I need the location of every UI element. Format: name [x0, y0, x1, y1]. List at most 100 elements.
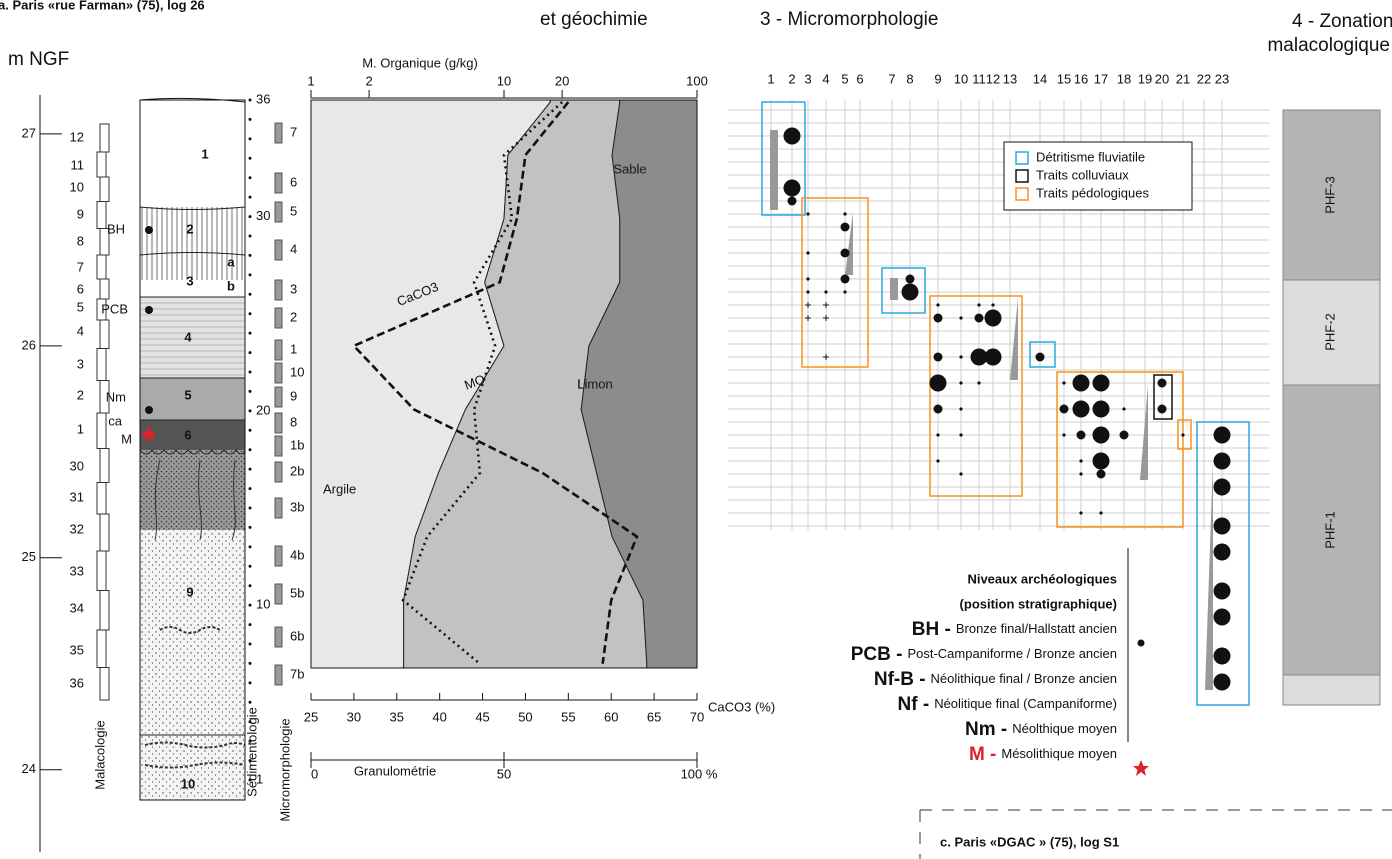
- malacology-sample: [96, 201, 107, 229]
- malacology-sample: [96, 629, 107, 668]
- micromorph-sample: [274, 386, 283, 408]
- sed-sample-dot: [248, 545, 252, 549]
- malacology-label: 36: [70, 675, 84, 690]
- sed-sample-dot: [248, 292, 252, 296]
- sublayer-label: a: [227, 254, 235, 269]
- micromorph-sample: [274, 412, 283, 434]
- depth-tick-label: 25: [22, 549, 36, 564]
- sed-sample-dot: [248, 351, 252, 355]
- layer-boundary: [139, 206, 246, 736]
- sed-sample-dot: [248, 584, 252, 588]
- profile-line: [351, 101, 639, 664]
- column-number: 2: [788, 71, 795, 86]
- level-code: M -: [969, 744, 996, 765]
- legend-label: Traits colluviaux: [1036, 167, 1129, 182]
- layer: [140, 255, 245, 280]
- level-entry: Nf - Néolitique final (Campaniforme): [898, 694, 1117, 715]
- section-title: et géochimie: [540, 9, 648, 30]
- sed-sample-dot: [248, 448, 252, 452]
- micromorph-sample: [274, 172, 283, 194]
- abundance-dot: [1059, 404, 1069, 414]
- micromorph-label: 10: [290, 364, 304, 379]
- abundance-dot: [806, 277, 810, 281]
- level-label: Néolitique final (Campaniforme): [934, 696, 1117, 711]
- column-number: 17: [1094, 71, 1108, 86]
- archaeo-marker: [145, 406, 153, 414]
- abundance-dot: [959, 316, 963, 320]
- tick-label: 20: [555, 73, 569, 88]
- sed-sample-dot: [248, 525, 252, 529]
- abundance-dot: [929, 374, 947, 392]
- depth-tick-label: 24: [22, 761, 36, 776]
- sed-sample-dot: [248, 137, 252, 141]
- sed-sample-dot: [248, 700, 252, 704]
- abundance-dot: [933, 352, 943, 362]
- abundance-dot: [901, 283, 919, 301]
- micromorph-label: 5b: [290, 585, 304, 600]
- tick-label: 50: [497, 766, 511, 781]
- tick-label: 60: [604, 709, 618, 724]
- abundance-dot: [1213, 517, 1231, 535]
- malacology-label: 35: [70, 642, 84, 657]
- abundance-dot: [933, 404, 943, 414]
- abundance-dot: [1092, 400, 1110, 418]
- layer-label: 5: [184, 387, 191, 402]
- micromorph-label: 3b: [290, 499, 304, 514]
- column-label: Malacologie: [92, 720, 107, 789]
- crack: [154, 459, 236, 541]
- level-label: Néolthique moyen: [1012, 721, 1117, 736]
- micromorph-label: 9: [290, 388, 297, 403]
- trend-wedge: [1205, 460, 1213, 690]
- zone-label: PHF-3: [1322, 176, 1337, 214]
- abundance-mark: [805, 315, 811, 321]
- malacology-sample: [99, 123, 110, 153]
- levels-title: Niveaux archéologiques: [967, 571, 1117, 586]
- abundance-dot: [806, 212, 810, 216]
- malacology-sample: [96, 550, 107, 591]
- group-box: [929, 295, 1023, 497]
- level-label: Bronze final/Hallstatt ancien: [956, 621, 1117, 636]
- archaeo-label: M: [121, 431, 132, 446]
- layer-label: 10: [181, 776, 195, 791]
- series-label: Argile: [323, 481, 356, 496]
- sed-sample-dot: [248, 156, 252, 160]
- sed-sample-dot: [248, 273, 252, 277]
- sed-sample-dot: [248, 642, 252, 646]
- abundance-dot: [1096, 469, 1106, 479]
- tick-label: 25: [304, 709, 318, 724]
- micromorphology-groups: [761, 101, 1250, 706]
- sed-sample-dot: [248, 253, 252, 257]
- column-label: Sédimentologie: [244, 707, 259, 797]
- micromorph-label: 2b: [290, 463, 304, 478]
- layer-label: 4: [184, 329, 192, 344]
- layer: [140, 100, 245, 207]
- axis-title: Granulométrie: [354, 763, 436, 778]
- level-entry: PCB - Post-Campaniforme / Bronze ancien: [851, 644, 1117, 665]
- malacology-label: 32: [70, 521, 84, 536]
- abundance-dot: [1099, 511, 1103, 515]
- column-number: 22: [1197, 71, 1211, 86]
- column-number: 9: [934, 71, 941, 86]
- abundance-dot: [1213, 478, 1231, 496]
- zone-label: PHF-1: [1322, 511, 1337, 549]
- sed-sample-dot: [248, 623, 252, 627]
- layer: [140, 420, 245, 450]
- group-box: [761, 101, 806, 216]
- column-number: 6: [856, 71, 863, 86]
- abundance-dot: [959, 381, 963, 385]
- zone-label: PHF-2: [1322, 313, 1337, 351]
- trend-wedge: [845, 212, 853, 275]
- sed-sample-dot: [248, 506, 252, 510]
- abundance-dot: [843, 212, 847, 216]
- sed-sample-dot: [248, 195, 252, 199]
- malacology-label: 1: [77, 421, 84, 436]
- micromorph-sample: [274, 461, 283, 483]
- tick-label: 35: [390, 709, 404, 724]
- micromorph-label: 8: [290, 414, 297, 429]
- micromorph-label: 3: [290, 281, 297, 296]
- sed-label: 10: [256, 597, 270, 612]
- tick-label: 1: [307, 73, 314, 88]
- abundance-dot: [959, 472, 963, 476]
- axis-title: M. Organique (g/kg): [362, 55, 478, 70]
